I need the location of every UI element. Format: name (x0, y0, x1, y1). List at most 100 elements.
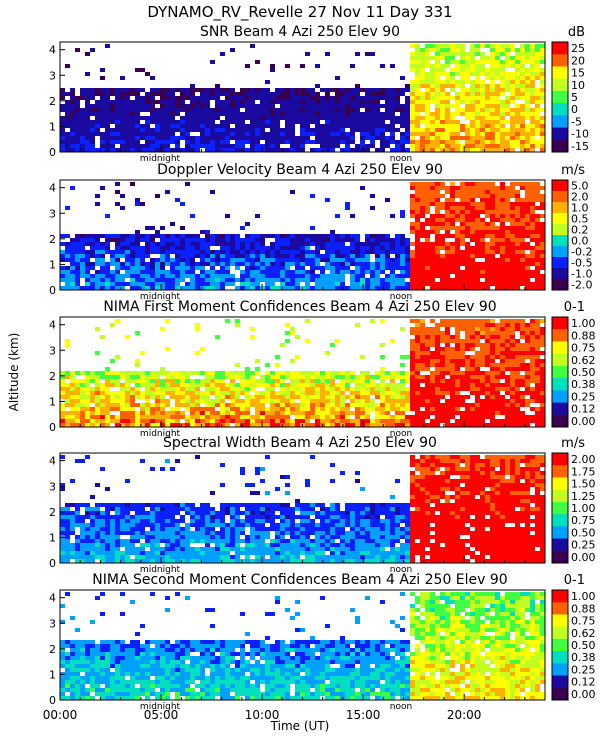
heatmap-cell (345, 124, 350, 128)
heatmap-cell (95, 128, 100, 132)
heatmap-cell (235, 92, 240, 96)
heatmap-cell (460, 56, 465, 60)
heatmap-cell (400, 124, 405, 128)
heatmap-cell (190, 254, 195, 258)
heatmap-cell (455, 262, 460, 266)
heatmap-cell (440, 407, 445, 411)
heatmap-cell (220, 132, 225, 136)
heatmap-cell (425, 411, 430, 415)
heatmap-cell (420, 148, 425, 152)
heatmap-cell (480, 148, 485, 152)
heatmap-cell (455, 278, 460, 282)
heatmap-cell (350, 246, 355, 250)
heatmap-cell (265, 411, 270, 415)
heatmap-cell (205, 407, 210, 411)
heatmap-cell (270, 258, 275, 262)
heatmap-cell (65, 375, 70, 379)
heatmap-cell (115, 254, 120, 258)
heatmap-cell (280, 104, 285, 108)
heatmap-cell (375, 419, 380, 423)
heatmap-cell (120, 254, 125, 258)
heatmap-cell (295, 286, 300, 290)
heatmap-cell (535, 246, 540, 250)
heatmap-cell (160, 148, 165, 152)
heatmap-cell (410, 108, 415, 112)
heatmap-cell (120, 399, 125, 403)
heatmap-cell (175, 407, 180, 411)
heatmap-cell (470, 391, 475, 395)
heatmap-cell (485, 68, 490, 72)
heatmap-cell (370, 286, 375, 290)
heatmap-cell (445, 60, 450, 64)
heatmap-cell (390, 246, 395, 250)
heatmap-cell (105, 108, 110, 112)
heatmap-cell (350, 112, 355, 116)
heatmap-cell (540, 238, 545, 242)
heatmap-cell (360, 423, 365, 427)
heatmap-cell (395, 250, 400, 254)
heatmap-cell (485, 327, 490, 331)
heatmap-cell (90, 387, 95, 391)
heatmap-cell (420, 230, 425, 234)
heatmap-cell (405, 282, 410, 286)
heatmap-cell (375, 407, 380, 411)
heatmap-cell (370, 234, 375, 238)
heatmap-cell (520, 351, 525, 355)
heatmap-cell (510, 64, 515, 68)
heatmap-cell (450, 387, 455, 391)
heatmap-cell (165, 371, 170, 375)
heatmap-cell (235, 250, 240, 254)
heatmap-cell (345, 415, 350, 419)
heatmap-cell (335, 104, 340, 108)
heatmap-cell (425, 108, 430, 112)
heatmap-cell (535, 282, 540, 286)
heatmap-cell (515, 52, 520, 56)
heatmap-cell (235, 258, 240, 262)
heatmap-cell (520, 415, 525, 419)
heatmap-cell (365, 100, 370, 104)
heatmap-cell (320, 254, 325, 258)
heatmap-cell (405, 124, 410, 128)
heatmap-cell (90, 234, 95, 238)
heatmap-cell (505, 242, 510, 246)
heatmap-cell (220, 274, 225, 278)
heatmap-cell (540, 52, 545, 56)
heatmap-cell (490, 403, 495, 407)
heatmap-cell (465, 319, 470, 323)
heatmap-cell (400, 363, 405, 367)
heatmap-cell (440, 218, 445, 222)
heatmap-cell (140, 254, 145, 258)
heatmap-cell (120, 132, 125, 136)
heatmap-cell (220, 120, 225, 124)
heatmap-cell (475, 44, 480, 48)
heatmap-cell (345, 411, 350, 415)
heatmap-cell (350, 116, 355, 120)
heatmap-cell (420, 359, 425, 363)
heatmap-cell (410, 278, 415, 282)
heatmap-cell (385, 395, 390, 399)
heatmap-cell (240, 278, 245, 282)
heatmap-cell (425, 423, 430, 427)
heatmap-cell (440, 403, 445, 407)
heatmap-cell (65, 266, 70, 270)
heatmap-cell (280, 140, 285, 144)
heatmap-cell (205, 286, 210, 290)
heatmap-cell (250, 335, 255, 339)
heatmap-cell (305, 339, 310, 343)
heatmap-cell (365, 124, 370, 128)
heatmap-cell (465, 68, 470, 72)
heatmap-cell (385, 375, 390, 379)
heatmap-cell (405, 128, 410, 132)
heatmap-cell (60, 144, 65, 148)
heatmap-cell (160, 128, 165, 132)
heatmap-cell (490, 210, 495, 214)
y-tick-label: 4 (49, 44, 56, 57)
heatmap-cell (210, 262, 215, 266)
heatmap-cell (540, 230, 545, 234)
heatmap-cell (455, 104, 460, 108)
heatmap-cell (460, 250, 465, 254)
heatmap-cell (495, 144, 500, 148)
heatmap-cell (120, 387, 125, 391)
heatmap-cell (205, 100, 210, 104)
heatmap-cell (85, 112, 90, 116)
